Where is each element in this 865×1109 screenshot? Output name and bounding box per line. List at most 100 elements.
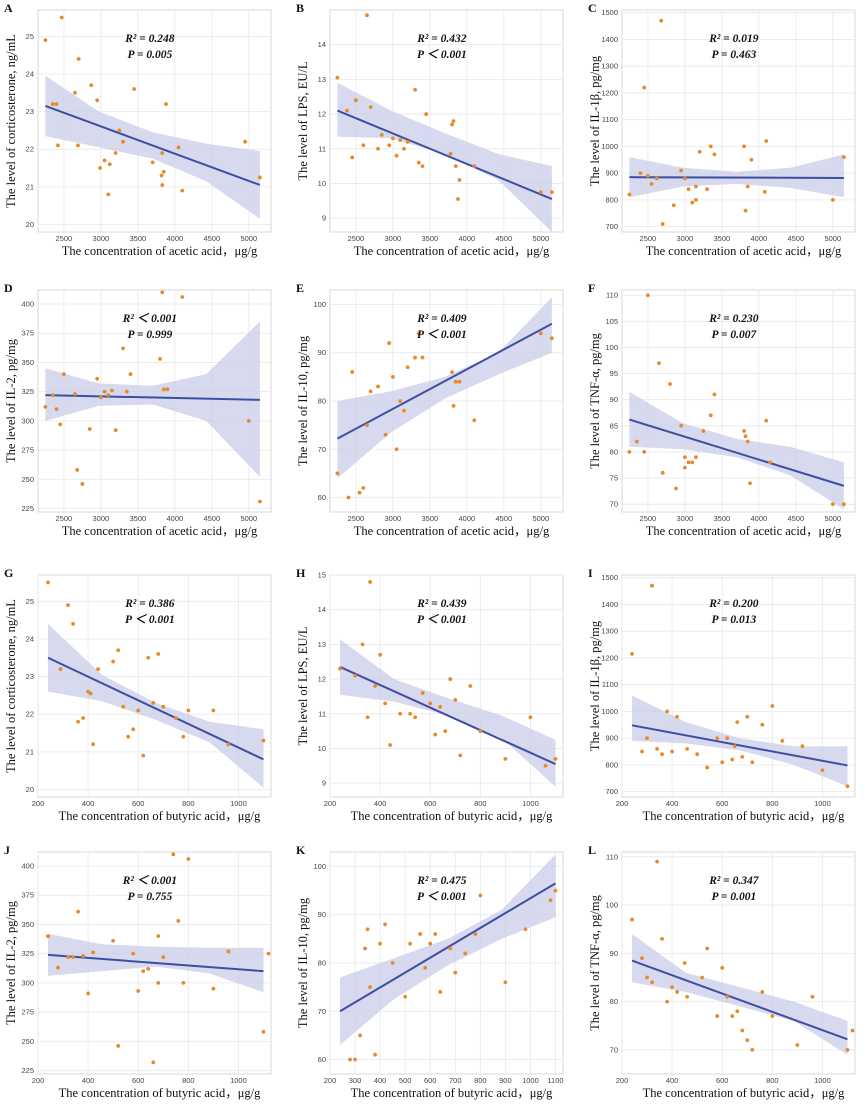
data-point (712, 392, 717, 397)
data-point (266, 951, 271, 956)
data-point (742, 144, 746, 149)
data-point (180, 188, 185, 193)
data-point (373, 684, 377, 688)
x-tick-label: 2500 (348, 514, 365, 523)
data-point (457, 178, 462, 182)
x-tick-label: 600 (716, 799, 729, 808)
x-tick-label: 4000 (166, 514, 183, 523)
data-point (113, 151, 118, 155)
data-point (360, 642, 365, 647)
data-point (720, 760, 725, 765)
data-point (95, 98, 100, 103)
data-point (124, 389, 129, 394)
data-point (80, 482, 85, 486)
x-tick-label: 400 (666, 799, 679, 808)
data-point (694, 198, 698, 202)
data-point (451, 119, 456, 123)
data-point (830, 502, 835, 507)
data-point (76, 719, 80, 724)
data-point (538, 190, 543, 195)
data-point (700, 975, 705, 980)
data-point (745, 714, 750, 719)
data-point (146, 655, 151, 660)
data-point (548, 898, 553, 903)
data-point (423, 965, 428, 970)
confidence-band (632, 695, 848, 787)
data-point (151, 701, 156, 705)
data-point (111, 938, 116, 943)
data-point (645, 736, 649, 741)
x-axis-label: The concentration of butyric acid，μg/g (643, 1086, 846, 1100)
data-point (715, 736, 720, 741)
data-point (261, 738, 266, 743)
data-point (402, 146, 406, 151)
data-point (705, 765, 710, 770)
data-point (750, 760, 755, 765)
data-point (151, 1060, 156, 1065)
data-point (694, 184, 698, 189)
data-point (136, 989, 141, 993)
panel-h: 200 400 600 800 1000 9 10 11 12 13 14 15 R² = 0.439 P… (296, 566, 564, 823)
data-point (164, 102, 168, 106)
data-point (660, 222, 665, 226)
data-point (451, 403, 456, 408)
data-point (365, 927, 370, 932)
data-point (420, 691, 425, 695)
data-point (394, 153, 399, 158)
p-value-label: P = 0.005 (127, 49, 172, 61)
y-tick-label: 20 (26, 220, 34, 229)
x-tick-label: 4500 (495, 234, 512, 243)
p-value-label: P ＜ 0.001 (417, 328, 467, 341)
panel-l: 200 400 600 800 1000 70 80 90 100 110 R² = 0.347 P … (588, 843, 856, 1100)
regression-line (339, 666, 556, 765)
y-axis-label: The level of corticosterone, ng/mL (4, 599, 18, 773)
y-tick-label: 21 (26, 747, 34, 756)
data-point (95, 376, 100, 381)
confidence-band (45, 321, 260, 477)
data-point (745, 439, 750, 444)
x-tick-label: 3000 (93, 514, 110, 523)
data-point (76, 143, 80, 148)
data-point (405, 365, 410, 370)
data-point (353, 1057, 357, 1062)
data-point (408, 711, 413, 716)
data-point (86, 991, 91, 996)
data-point (116, 648, 121, 653)
data-point (150, 160, 155, 165)
x-tick-label: 4500 (203, 234, 220, 243)
data-point (764, 139, 769, 143)
data-point (110, 388, 114, 393)
data-point (675, 990, 680, 994)
data-point (394, 447, 399, 452)
x-tick-label: 1000 (230, 1076, 247, 1085)
data-point (760, 990, 765, 994)
y-tick-label: 70 (610, 1045, 618, 1054)
panel-a: 2500 3000 3500 4000 4500 5000 20 21 22 23 24 25 R² =… (4, 1, 272, 258)
data-point (186, 857, 191, 861)
y-tick-label: 325 (21, 949, 34, 958)
y-tick-label: 105 (605, 317, 618, 326)
confidence-band (632, 934, 848, 1055)
y-tick-label: 14 (318, 40, 326, 49)
panel-f: 2500 3000 3500 4000 4500 5000 70 75 80 85 90 95 100 1… (588, 281, 856, 538)
y-axis-label: The level of IL-2, pg/mg (4, 338, 18, 463)
y-axis-label: The level of TNF-α, pg/mg (588, 894, 602, 1031)
data-point (725, 736, 730, 741)
x-axis-label: The concentration of acetic acid，μg/g (62, 244, 258, 258)
data-point (361, 143, 366, 148)
data-point (553, 888, 558, 893)
x-tick-label: 3000 (385, 514, 402, 523)
confidence-band (629, 391, 844, 510)
x-tick-label: 200 (324, 799, 337, 808)
data-point (416, 331, 421, 336)
data-point (335, 471, 340, 476)
data-point (795, 1043, 800, 1047)
p-value-label: P = 0.001 (711, 891, 756, 903)
y-tick-label: 325 (21, 387, 34, 396)
data-point (453, 164, 458, 168)
data-point (350, 370, 355, 374)
x-tick-label: 4000 (750, 514, 767, 523)
data-point (453, 970, 458, 975)
panel-d: 2500 3000 3500 4000 4500 5000 225 250 275 300 325 3… (4, 281, 272, 538)
